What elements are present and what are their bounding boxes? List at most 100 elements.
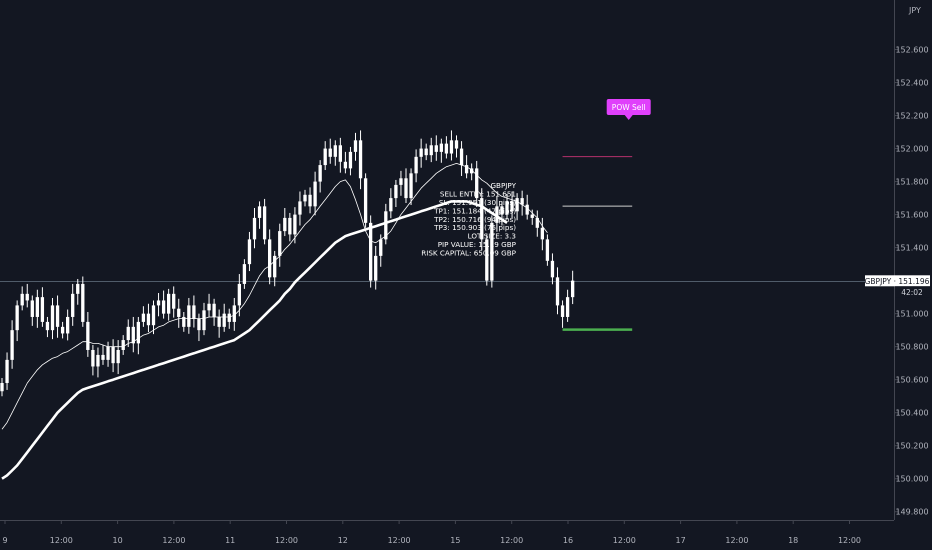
candle [131,316,135,353]
candle [389,188,393,219]
candle [237,274,241,317]
candle [459,141,464,176]
price-tick-label: 151.000 [895,310,928,319]
candle [374,245,378,290]
candle [303,189,307,207]
candle [167,288,171,321]
time-tick-label: 10 [113,536,123,545]
candle [293,207,297,244]
candle [247,231,252,272]
candle [369,215,373,288]
candle [328,138,332,164]
candle [278,223,282,267]
candle [111,339,115,373]
time-tick-label: 17 [676,536,686,545]
candle [192,295,196,328]
candle [146,303,151,333]
price-tick-label: 150.800 [895,343,928,352]
candles-layer [0,130,575,397]
price-tick-label: 152.600 [895,46,928,55]
candle [439,138,443,163]
trade-levels-layer [562,156,633,331]
price-axis[interactable]: 152.600 152.400 152.200 152.000 151.800 151.6… [894,46,929,517]
candle [363,173,368,228]
candle [126,319,130,347]
signal-label: POW Sell [612,103,646,112]
candle [288,212,292,242]
time-tick-label: 12:00 [838,536,861,545]
candle [35,289,39,328]
candle [515,193,519,221]
candle [485,234,489,286]
candle [394,179,398,208]
candle [384,203,388,245]
time-axis[interactable]: 9 12:00 10 12:00 11 12:00 12 12:00 15 12:00 16 12:0… [2,520,861,545]
current-price-tag: GBPJPY · 151.196 42:02 [865,275,930,298]
price-tag-label: GBPJPY · 151.196 [865,277,930,286]
timer-bg [895,286,930,298]
candle [464,155,469,179]
candle [520,190,524,216]
candle [404,168,408,204]
price-tick-label: 152.400 [895,79,928,88]
candle [419,138,423,168]
candle [55,295,60,338]
candle [45,316,50,338]
time-tick-label: 12:00 [725,536,748,545]
trade-info-line: RISK CAPITAL: 650.09 GBP [421,248,516,257]
candle [540,217,544,251]
price-tick-label: 149.800 [895,508,928,517]
candle [182,312,186,332]
candle [71,283,75,326]
candle [268,229,272,285]
candle [262,198,267,245]
candle [318,160,322,193]
candle [20,286,24,311]
price-tick-label: 152.200 [895,112,928,121]
candle [96,347,100,378]
bar-countdown-timer: 42:02 [901,288,923,297]
candle [197,313,201,342]
time-tick-label: 12:00 [613,536,636,545]
candle [91,345,95,376]
signal-label-bg [606,99,651,115]
trade-info-line: TP3: 150.903 (75 pips) [433,223,516,232]
candle [156,293,161,317]
slow-moving-average-line [1,200,508,480]
trade-info-line: PIP VALUE: 15.19 GBP [438,240,517,249]
candle [429,137,433,163]
candle [565,289,570,322]
candle [161,290,166,319]
candle [151,300,156,335]
candle [202,302,206,336]
price-tick-label: 151.800 [895,178,928,187]
candle [348,146,353,176]
candle [530,209,534,225]
candle [66,309,70,341]
candle [454,135,459,158]
sell-signal-marker: POW Sell [606,99,651,120]
candle [252,208,257,249]
candle [323,141,327,171]
trade-info-line: LOT SIZE: 3.3 [468,232,516,241]
candle [101,345,105,365]
candle [207,293,211,318]
currency-label: JPY [908,6,921,15]
candle [283,208,287,237]
price-axis-bg [894,0,932,550]
candle [30,295,34,326]
candle [15,300,19,342]
trade-info-line: GBPJPY [490,181,516,190]
candle [25,283,29,308]
candle [86,312,90,357]
candle [10,320,14,369]
candle [560,300,565,328]
price-tick-label: 151.600 [895,211,928,220]
candle [60,321,65,339]
time-tick-label: 12:00 [162,536,185,545]
candle [187,297,191,334]
time-tick-label: 12:00 [388,536,411,545]
candle [555,267,560,315]
